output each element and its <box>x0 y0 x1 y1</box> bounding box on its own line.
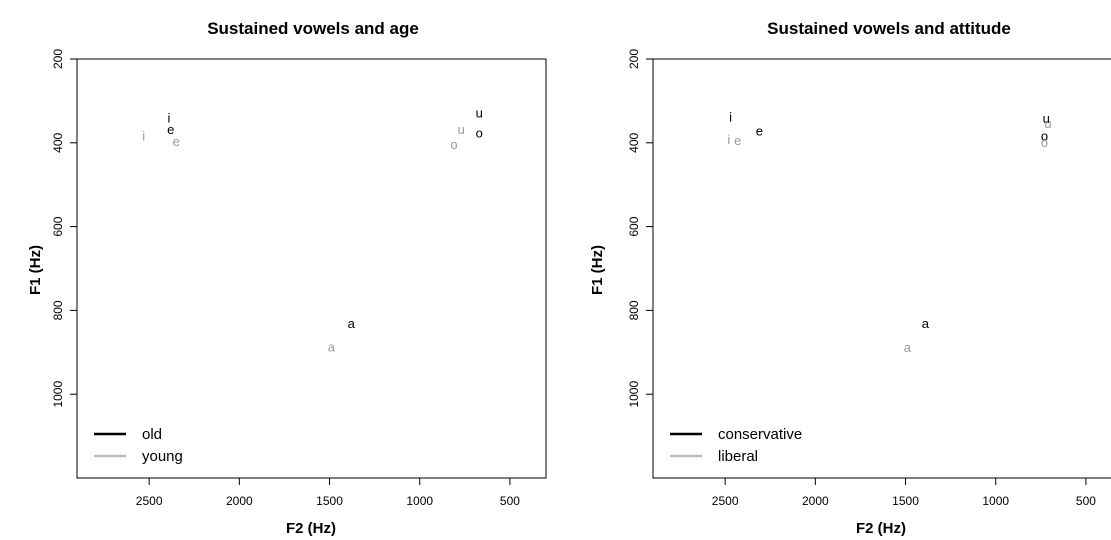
vowel-point-a: a <box>328 339 336 354</box>
vowel-point-e: e <box>734 133 741 148</box>
x-tick-label: 2000 <box>802 494 829 508</box>
vowel-point-a: a <box>904 340 912 355</box>
vowel-point-o: o <box>1041 135 1048 150</box>
vowel-point-i: i <box>727 132 730 147</box>
x-axis-label: F2 (Hz) <box>286 520 336 537</box>
vowel-point-u: u <box>1043 111 1050 126</box>
y-tick-label: 600 <box>627 216 641 236</box>
x-tick-label: 2000 <box>226 494 253 508</box>
chart-panel-age: Sustained vowels and age F1 (Hz) F2 (Hz)… <box>27 19 547 537</box>
y-tick-label: 200 <box>627 49 641 69</box>
vowel-point-e: e <box>167 122 174 137</box>
vowel-point-a: a <box>348 316 356 331</box>
y-tick-label: 800 <box>627 300 641 320</box>
y-tick-label: 200 <box>51 49 65 69</box>
y-tick-label: 400 <box>627 132 641 152</box>
vowel-point-o: o <box>1041 129 1048 144</box>
vowel-point-e: e <box>173 134 180 149</box>
chart-title: Sustained vowels and age <box>207 19 419 38</box>
y-tick-label: 600 <box>51 216 65 236</box>
legend-label: liberal <box>718 448 758 465</box>
vowel-point-i: i <box>168 110 171 125</box>
vowel-point-a: a <box>922 316 930 331</box>
x-tick-label: 500 <box>500 494 520 508</box>
x-tick-label: 2500 <box>712 494 739 508</box>
legend-label: old <box>142 426 162 443</box>
vowel-point-u: u <box>1044 116 1051 131</box>
plot-frame <box>652 58 1111 479</box>
vowel-point-i: i <box>729 110 732 125</box>
legend-label: conservative <box>718 426 802 443</box>
vowel-point-i: i <box>142 129 145 144</box>
x-tick-label: 1500 <box>892 494 919 508</box>
y-axis-label: F1 (Hz) <box>589 245 606 295</box>
y-axis-label: F1 (Hz) <box>27 245 44 295</box>
x-axis-label: F2 (Hz) <box>856 520 906 537</box>
vowel-point-u: u <box>458 122 465 137</box>
chart-title: Sustained vowels and attitude <box>767 19 1011 38</box>
vowel-point-e: e <box>756 123 763 138</box>
vowel-point-o: o <box>450 137 457 152</box>
y-tick-label: 1000 <box>627 381 641 408</box>
legend-label: young <box>142 448 183 465</box>
plot-frame <box>76 58 547 479</box>
y-tick-label: 400 <box>51 132 65 152</box>
x-tick-label: 1000 <box>406 494 433 508</box>
x-tick-label: 1500 <box>316 494 343 508</box>
vowel-point-u: u <box>476 105 483 120</box>
chart-panel-attitude: Sustained vowels and attitude F1 (Hz) F2… <box>589 19 1111 537</box>
x-tick-label: 2500 <box>136 494 163 508</box>
vowel-point-o: o <box>476 126 483 141</box>
x-tick-label: 1000 <box>982 494 1009 508</box>
y-tick-label: 800 <box>51 300 65 320</box>
x-tick-label: 500 <box>1076 494 1096 508</box>
y-tick-label: 1000 <box>51 381 65 408</box>
